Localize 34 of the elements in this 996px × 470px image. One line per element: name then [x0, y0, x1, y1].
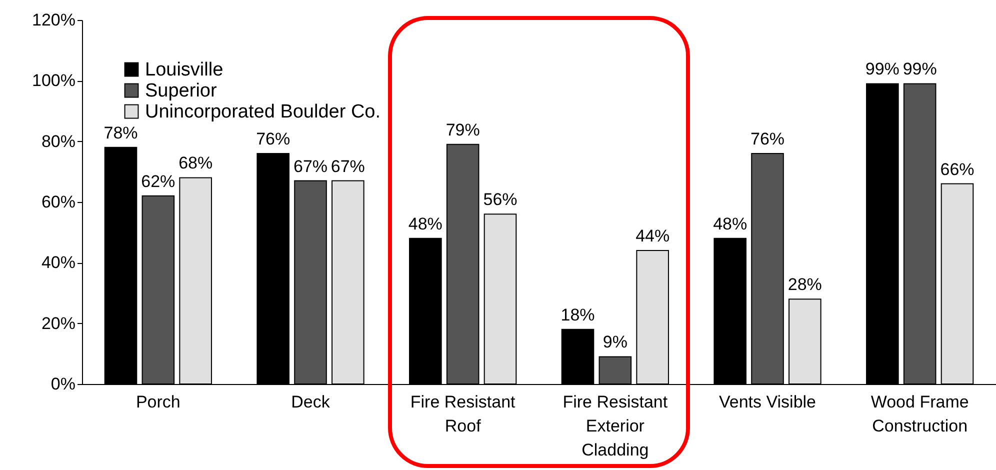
data-label: 9% — [602, 332, 628, 352]
x-tick-label: Fire Resistant Roof — [410, 392, 516, 436]
data-label: 48% — [713, 214, 748, 234]
data-label: 99% — [902, 60, 937, 79]
y-tick-label: 40% — [41, 253, 76, 272]
data-label: 76% — [256, 129, 290, 148]
x-tick-label: Porch — [136, 392, 180, 412]
y-tick-label: 80% — [41, 132, 76, 151]
x-tick-label: Fire Resistant Exterior Cladding — [562, 392, 668, 460]
data-label: 67% — [330, 156, 365, 176]
y-tick-label: 0% — [50, 374, 76, 394]
y-tick-label: 120% — [32, 10, 76, 30]
data-label: 56% — [483, 190, 518, 210]
data-label: 62% — [141, 172, 176, 191]
data-label: 79% — [446, 120, 480, 140]
data-label: 28% — [788, 275, 822, 294]
data-label: 78% — [104, 123, 138, 142]
data-label: 67% — [293, 156, 328, 176]
legend-label: Louisville — [145, 60, 224, 80]
data-label: 66% — [940, 160, 974, 179]
legend-label: Superior — [145, 80, 218, 102]
data-label: 99% — [865, 60, 900, 79]
y-tick-label: 20% — [41, 314, 76, 333]
y-tick-label: 60% — [41, 192, 76, 212]
data-label: 76% — [750, 129, 785, 148]
data-label: 44% — [636, 226, 670, 246]
x-tick-label: Deck — [291, 392, 330, 412]
x-tick-label: Vents Visible — [718, 392, 816, 412]
legend-label: Unincorporated Boulder Co. — [145, 102, 381, 122]
data-label: 48% — [408, 214, 442, 234]
data-label: 18% — [560, 305, 595, 324]
x-tick-label: Wood Frame Construction — [870, 392, 969, 436]
data-label: 68% — [178, 154, 213, 173]
y-tick-label: 100% — [32, 71, 76, 90]
